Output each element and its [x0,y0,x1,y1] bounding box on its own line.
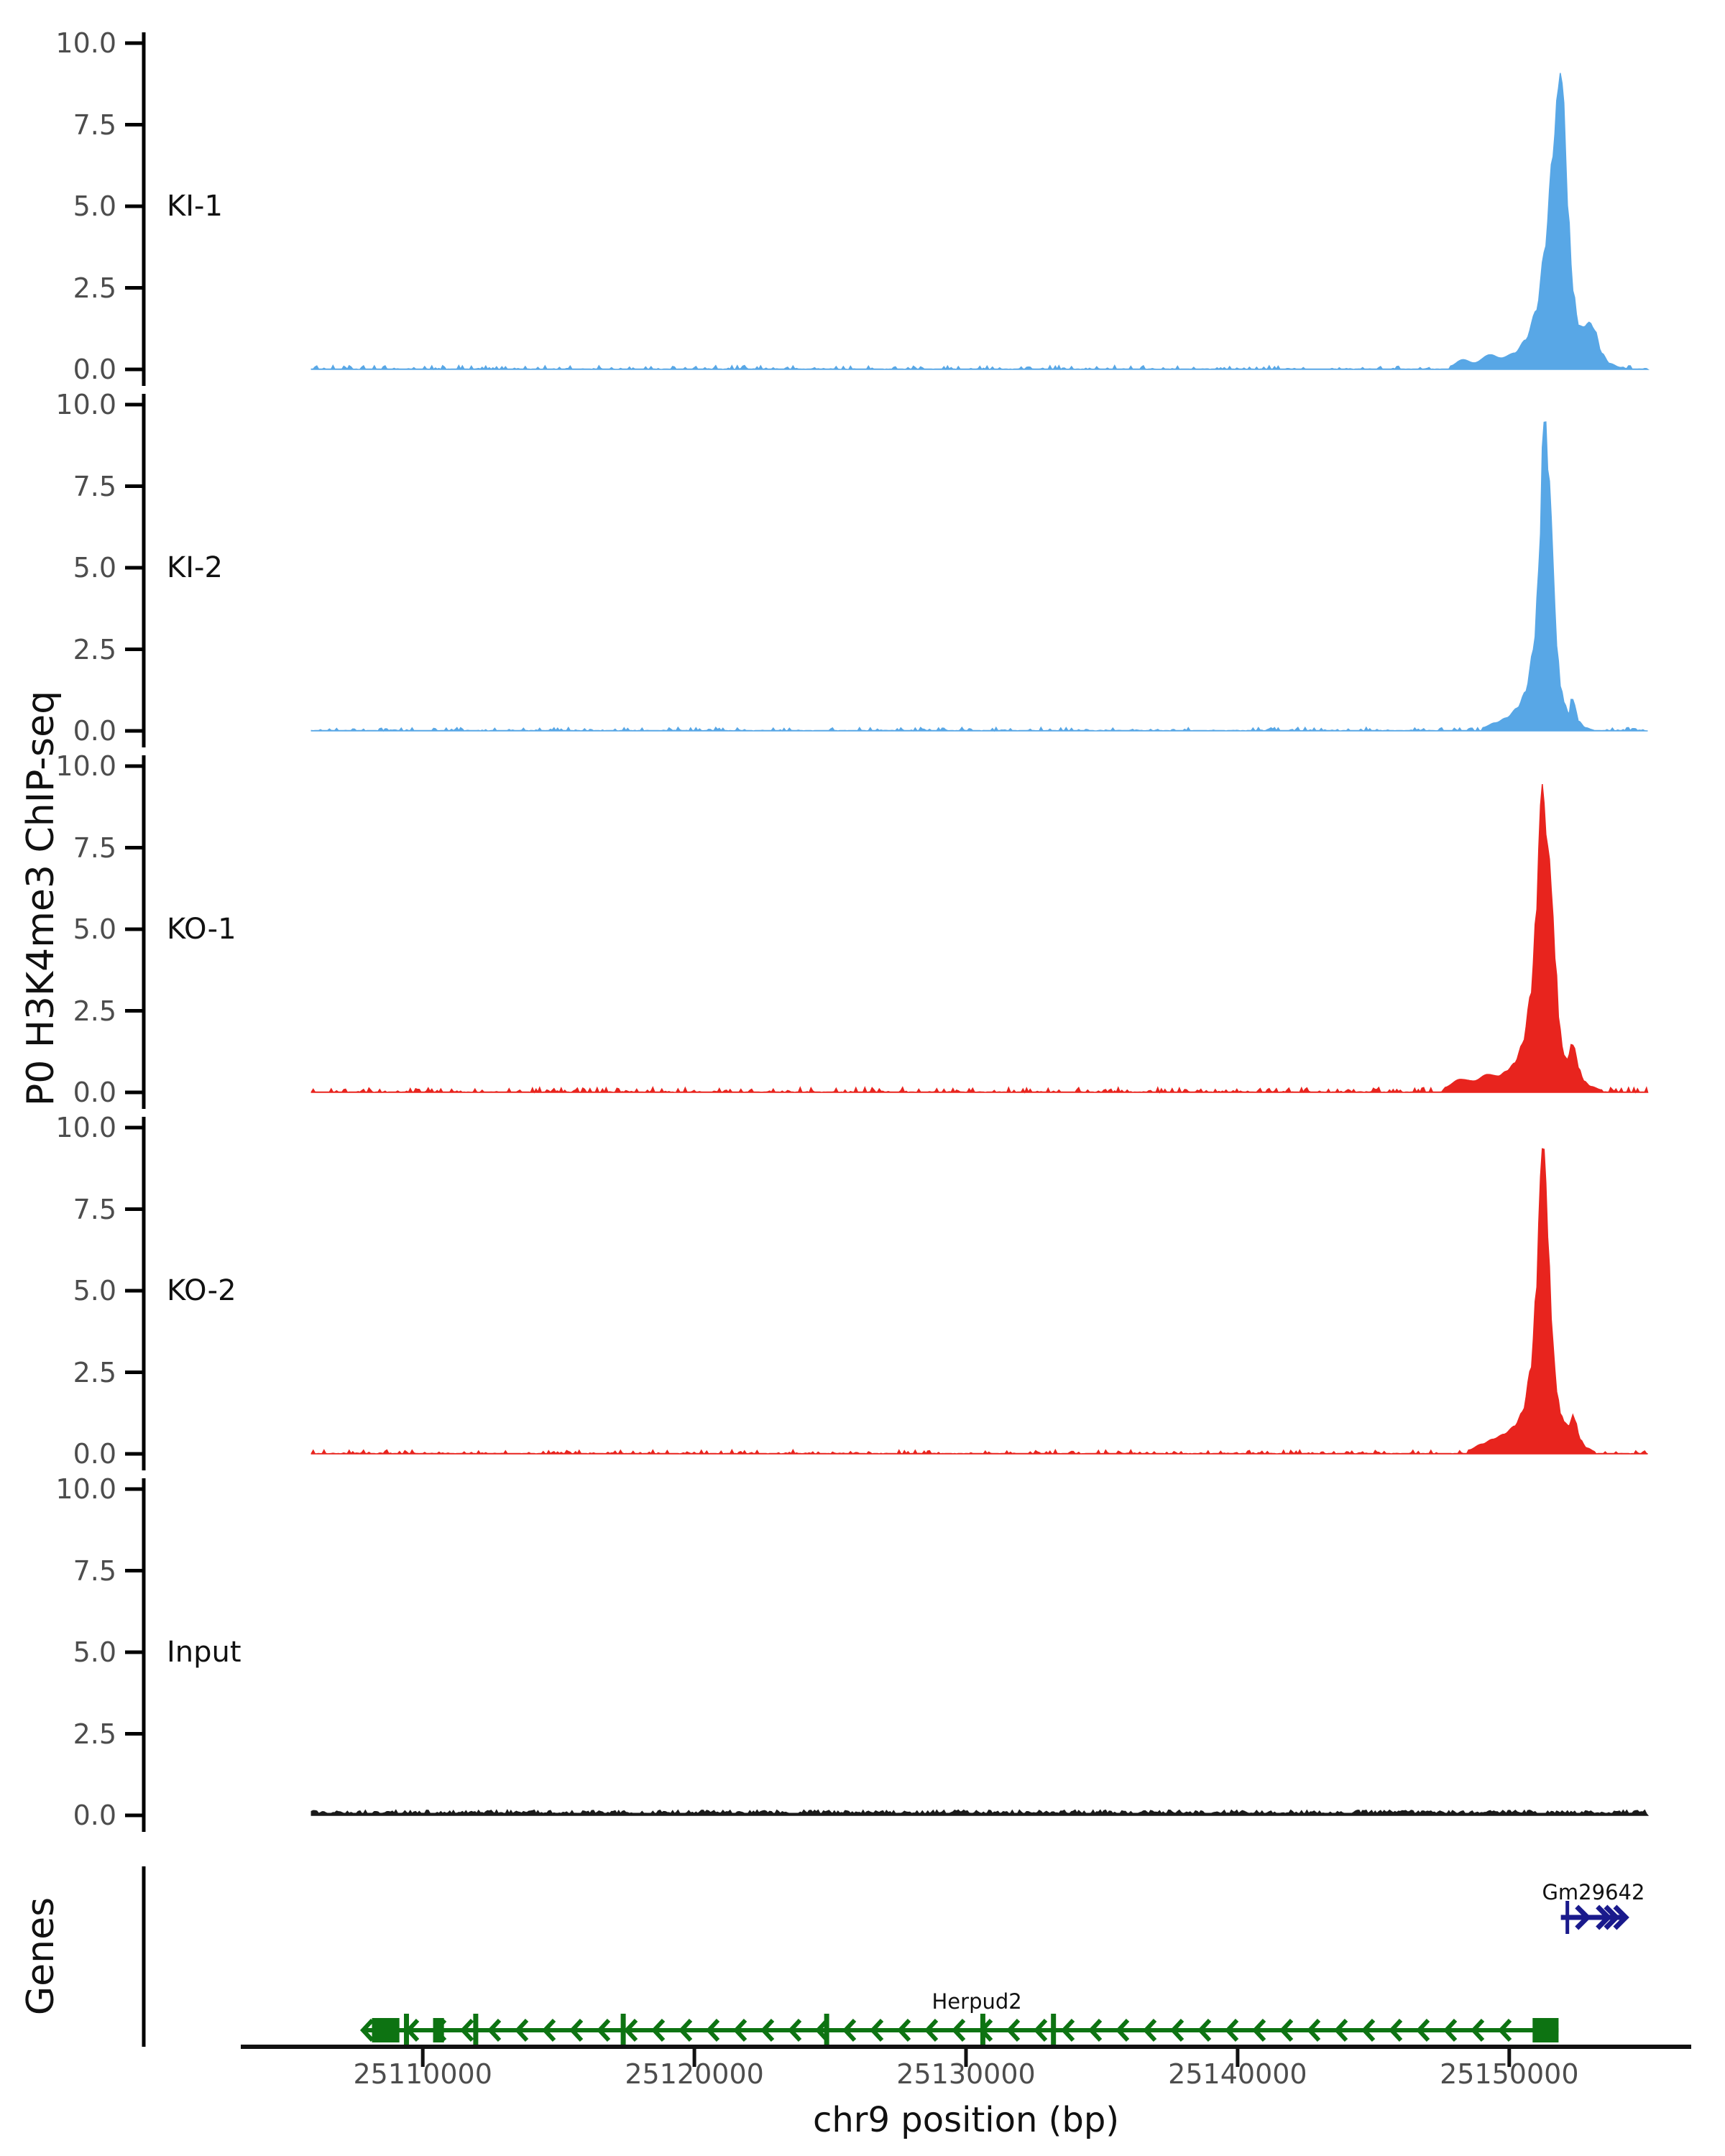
strand-arrow-left-icon [1443,2018,1458,2042]
y-tick-label-KI-1-7.5: 7.5 [73,109,116,141]
y-tick-label-KI-2-5.0: 5.0 [73,552,116,584]
strand-arrow-left-icon [596,2018,611,2042]
track-label-KO-1: KO-1 [167,913,236,946]
small-exon-mark-herpud2 [1051,2014,1057,2047]
strand-arrow-left-icon [1060,2018,1075,2042]
y-tick-label-Input-10.0: 10.0 [55,1473,116,1505]
y-tick-label-KO-1-5.0: 5.0 [73,913,116,945]
small-exon-mark-herpud2 [620,2014,626,2047]
strand-arrow-left-icon [842,2018,857,2042]
strand-arrow-left-icon [1115,2018,1130,2042]
small-exon-mark-herpud2 [404,2014,410,2047]
small-exon-mark-herpud2 [473,2014,479,2047]
gene-end-double-arrow-icon [1604,1904,1620,1930]
strand-arrow-left-icon [1306,2018,1321,2042]
y-tick-label-KO-2-2.5: 2.5 [73,1356,116,1388]
y-tick-label-KO-1-2.5: 2.5 [73,995,116,1027]
exon-block-herpud2 [372,2018,400,2042]
strand-arrow-left-icon [1197,2018,1212,2042]
strand-arrow-left-icon [1251,2018,1266,2042]
x-tick-label-25130000: 25130000 [896,2058,1036,2090]
strand-arrow-left-icon [1279,2018,1294,2042]
strand-arrow-left-icon [650,2018,666,2042]
strand-arrow-left-icon [1169,2018,1184,2042]
x-axis-title: chr9 position (bp) [812,2100,1120,2140]
strand-arrow-left-icon [951,2018,966,2042]
signal-area-KO-2 [310,1148,1648,1455]
strand-arrow-left-icon [1224,2018,1239,2042]
y-tick-label-KI-1-10.0: 10.0 [55,27,116,59]
track-label-KO-2: KO-2 [167,1274,236,1307]
strand-arrow-left-icon [1006,2018,1021,2042]
x-tick-label-25150000: 25150000 [1440,2058,1579,2090]
y-tick-label-KI-1-0.0: 0.0 [73,354,116,385]
signal-area-KI-2 [310,421,1648,732]
strand-arrow-left-icon [569,2018,584,2042]
exon-block-herpud2 [1532,2018,1559,2042]
y-tick-label-KO-2-10.0: 10.0 [55,1112,116,1143]
y-tick-label-KI-2-10.0: 10.0 [55,389,116,420]
gene-label-herpud2: Herpud2 [932,1989,1022,2014]
strand-arrow-left-icon [1142,2018,1157,2042]
y-tick-label-KO-2-7.5: 7.5 [73,1193,116,1225]
track-label-KI-2: KI-2 [167,551,223,584]
gene-label-gm29642: Gm29642 [1542,1880,1645,1904]
y-tick-label-KO-1-0.0: 0.0 [73,1077,116,1108]
y-tick-label-Input-5.0: 5.0 [73,1636,116,1668]
y-tick-label-KI-2-7.5: 7.5 [73,470,116,502]
small-exon-mark-herpud2 [824,2014,829,2047]
y-tick-label-KI-2-0.0: 0.0 [73,715,116,747]
strand-arrow-left-icon [1470,2018,1485,2042]
strand-arrow-left-icon [732,2018,748,2042]
x-tick-label-25120000: 25120000 [625,2058,764,2090]
gene-start-tick-gm29642 [1565,1901,1570,1934]
strand-arrow-left-icon [869,2018,884,2042]
gene-start-arrow-icon [359,2018,374,2042]
strand-arrow-left-icon [623,2018,638,2042]
strand-arrow-right-icon [1596,1904,1612,1930]
y-tick-label-KO-2-5.0: 5.0 [73,1275,116,1307]
strand-arrow-left-icon [1415,2018,1430,2042]
strand-arrow-left-icon [514,2018,529,2042]
signal-area-KO-1 [310,784,1649,1094]
strand-arrow-left-icon [1087,2018,1103,2042]
y-tick-label-KO-1-7.5: 7.5 [73,831,116,864]
y-tick-label-Input-0.0: 0.0 [73,1800,116,1831]
strand-arrow-left-icon [705,2018,720,2042]
gene-end-double-arrow-icon [1613,1904,1629,1930]
y-tick-label-KI-1-2.5: 2.5 [73,272,116,304]
y-tick-label-KI-1-5.0: 5.0 [73,190,116,222]
track-label-Input: Input [167,1636,242,1669]
strand-arrow-left-icon [1497,2018,1512,2042]
small-exon-mark-herpud2 [980,2014,985,2047]
track-label-KI-1: KI-1 [167,190,223,223]
strand-arrow-left-icon [1033,2018,1048,2042]
strand-arrow-left-icon [459,2018,474,2042]
y-tick-label-KO-1-10.0: 10.0 [55,750,116,782]
strand-arrow-left-icon [1361,2018,1376,2042]
y-tick-label-KO-2-0.0: 0.0 [73,1438,116,1470]
strand-arrow-left-icon [896,2018,911,2042]
exon-block-herpud2 [433,2018,444,2042]
x-tick-label-25140000: 25140000 [1168,2058,1307,2090]
strand-arrow-left-icon [487,2018,502,2042]
strand-arrow-left-icon [541,2018,556,2042]
strand-arrow-left-icon [924,2018,939,2042]
strand-arrow-right-icon [1575,1904,1591,1930]
strand-arrow-left-icon [787,2018,802,2042]
y-tick-label-Input-2.5: 2.5 [73,1718,116,1750]
y-tick-label-KI-2-2.5: 2.5 [73,633,116,665]
y-tick-label-Input-7.5: 7.5 [73,1554,116,1587]
signal-area-Input [310,1809,1650,1816]
strand-arrow-left-icon [678,2018,693,2042]
strand-arrow-left-icon [1388,2018,1403,2042]
strand-arrow-left-icon [760,2018,775,2042]
genes-panel-title: Genes [19,1897,63,2016]
signal-area-KI-1 [310,73,1650,371]
x-tick-label-25110000: 25110000 [353,2058,492,2090]
strand-arrow-left-icon [1333,2018,1348,2042]
